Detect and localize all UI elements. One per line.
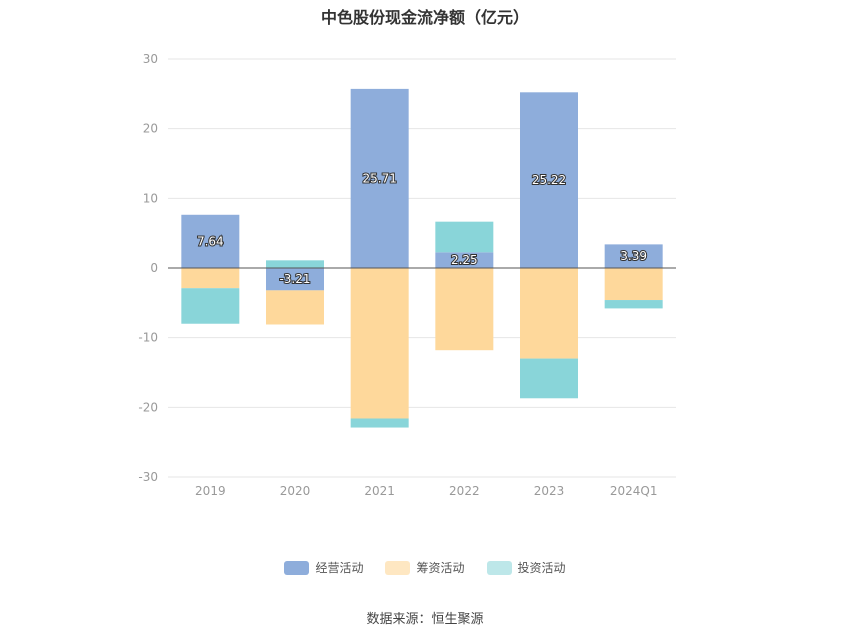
data-label-2021: 25.71 [362, 171, 396, 185]
legend: 经营活动 筹资活动 投资活动 [0, 559, 850, 576]
bar-operating-2020 [266, 268, 324, 291]
y-tick-label: 20 [143, 122, 158, 136]
bar-investing-2022 [435, 221, 494, 253]
bar-investing-2019 [181, 288, 240, 324]
bar-operating-2021 [350, 88, 409, 269]
bar-financing-2019 [181, 268, 240, 289]
bar-financing-2023 [520, 268, 578, 359]
legend-label-financing: 筹资活动 [416, 561, 465, 575]
bar-investing-2023 [520, 358, 578, 399]
legend-label-investing: 投资活动 [517, 561, 566, 575]
y-tick-label: -10 [138, 331, 158, 345]
x-tick-label: 2024Q1 [610, 484, 658, 498]
bar-financing-2024Q1 [604, 268, 663, 301]
x-tick-label: 2019 [195, 484, 226, 498]
legend-swatch-financing [385, 560, 411, 575]
data-label-2020: -3.21 [279, 272, 310, 286]
y-tick-label: 10 [143, 191, 158, 205]
y-tick-label: -30 [138, 470, 158, 484]
bar-operating-2024Q1 [604, 244, 663, 268]
bar-operating-2019 [181, 214, 240, 268]
data-label-2019: 7.64 [197, 234, 224, 248]
legend-item-operating[interactable]: 经营活动 [284, 559, 363, 576]
bar-operating-2022 [435, 252, 494, 268]
legend-swatch-operating [284, 560, 310, 575]
bar-financing-2021 [350, 268, 409, 419]
bar-financing-2022 [435, 268, 494, 351]
x-tick-label: 2023 [534, 484, 565, 498]
bar-investing-2021 [350, 418, 409, 428]
x-tick-label: 2021 [364, 484, 395, 498]
bar-investing-2020 [266, 260, 324, 268]
x-tick-label: 2022 [449, 484, 480, 498]
y-tick-label: 30 [143, 52, 158, 66]
bar-investing-2024Q1 [604, 300, 663, 309]
legend-item-investing[interactable]: 投资活动 [486, 559, 566, 576]
y-tick-label: 0 [150, 261, 158, 275]
chart-title: 中色股份现金流净额（亿元） [320, 8, 529, 27]
data-label-2023: 25.22 [532, 173, 566, 187]
data-source: 数据来源：恒生聚源 [366, 612, 484, 627]
bar-financing-2020 [266, 290, 324, 325]
x-tick-label: 2020 [280, 484, 311, 498]
legend-swatch-investing [486, 560, 512, 575]
data-label-2024Q1: 3.39 [620, 249, 647, 263]
y-tick-label: -20 [138, 400, 158, 414]
bar-operating-2023 [520, 92, 578, 269]
data-label-2022: 2.25 [451, 253, 478, 267]
legend-label-operating: 经营活动 [315, 561, 364, 575]
legend-item-financing[interactable]: 筹资活动 [385, 559, 465, 576]
